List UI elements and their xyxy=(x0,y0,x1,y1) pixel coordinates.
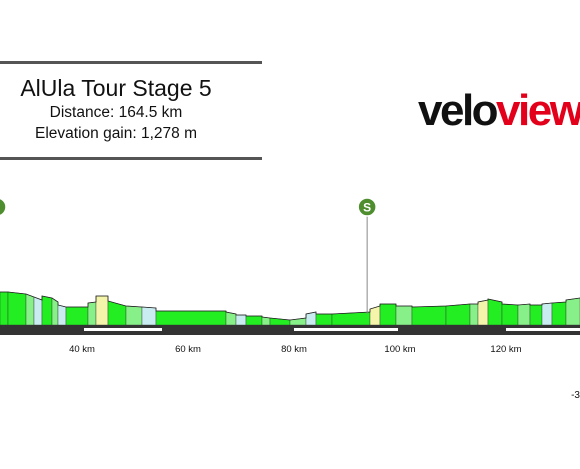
profile-segment xyxy=(487,298,503,326)
stage-distance: Distance: 164.5 km xyxy=(49,104,183,121)
start-marker-icon xyxy=(0,197,7,217)
profile-segment xyxy=(565,297,580,326)
stage-elevation-gain: Elevation gain: 1,278 m xyxy=(35,125,197,142)
km-axis-label: 120 km xyxy=(490,344,521,355)
profile-segment xyxy=(95,295,109,326)
profile-segment xyxy=(235,314,247,326)
profile-segment xyxy=(155,310,227,326)
km-axis-label: 60 km xyxy=(175,344,201,355)
profile-segment xyxy=(107,300,127,326)
profile-outline xyxy=(0,291,580,321)
km-axis-label: 80 km xyxy=(281,344,307,355)
logo-part-velo: velo xyxy=(418,86,499,135)
profile-segment xyxy=(141,306,157,326)
stage-elevation-profile: 40 km 60 km 80 km 100 km 120 km S xyxy=(0,197,580,355)
profile-segment xyxy=(0,291,9,326)
profile-segment xyxy=(7,291,27,326)
profile-segment xyxy=(551,301,567,326)
profile-segment xyxy=(517,303,531,326)
distance-bar xyxy=(294,328,398,331)
sprint-marker-icon xyxy=(357,197,377,217)
profile-segment xyxy=(501,303,519,326)
profile-segment xyxy=(57,304,67,326)
veloviews-logo: veloviews xyxy=(418,86,580,136)
title-box-top-rule xyxy=(0,61,262,64)
profile-segment xyxy=(541,302,553,326)
profile-segment xyxy=(25,293,35,326)
profile-segment xyxy=(445,303,471,326)
profile-segment xyxy=(477,299,489,326)
profile-segment xyxy=(65,306,89,326)
profile-segment xyxy=(395,305,413,326)
distance-bar xyxy=(506,328,580,331)
profile-segment xyxy=(125,305,143,326)
right-edge-label: -3 xyxy=(571,390,580,401)
profile-segment xyxy=(379,303,397,326)
stage-title: AlUla Tour Stage 5 xyxy=(20,75,212,101)
profile-segment xyxy=(33,296,43,326)
km-axis-label: 100 km xyxy=(384,344,415,355)
km-axis-label: 40 km xyxy=(69,344,95,355)
distance-bar xyxy=(84,328,162,331)
profile-segment xyxy=(315,313,333,326)
profile-base-band xyxy=(0,325,580,335)
profile-segment xyxy=(529,304,543,326)
profile-segment xyxy=(245,315,263,326)
profile-segment xyxy=(51,297,59,326)
title-box-bottom-rule xyxy=(0,157,262,160)
profile-segment xyxy=(87,301,97,326)
sprint-marker-label: S xyxy=(363,201,371,215)
profile-segment xyxy=(411,305,447,326)
profile-segment xyxy=(469,303,479,326)
profile-segment xyxy=(41,295,53,326)
stage-title-box: AlUla Tour Stage 5 Distance: 164.5 km El… xyxy=(0,61,262,161)
logo-part-views: views xyxy=(496,86,580,135)
